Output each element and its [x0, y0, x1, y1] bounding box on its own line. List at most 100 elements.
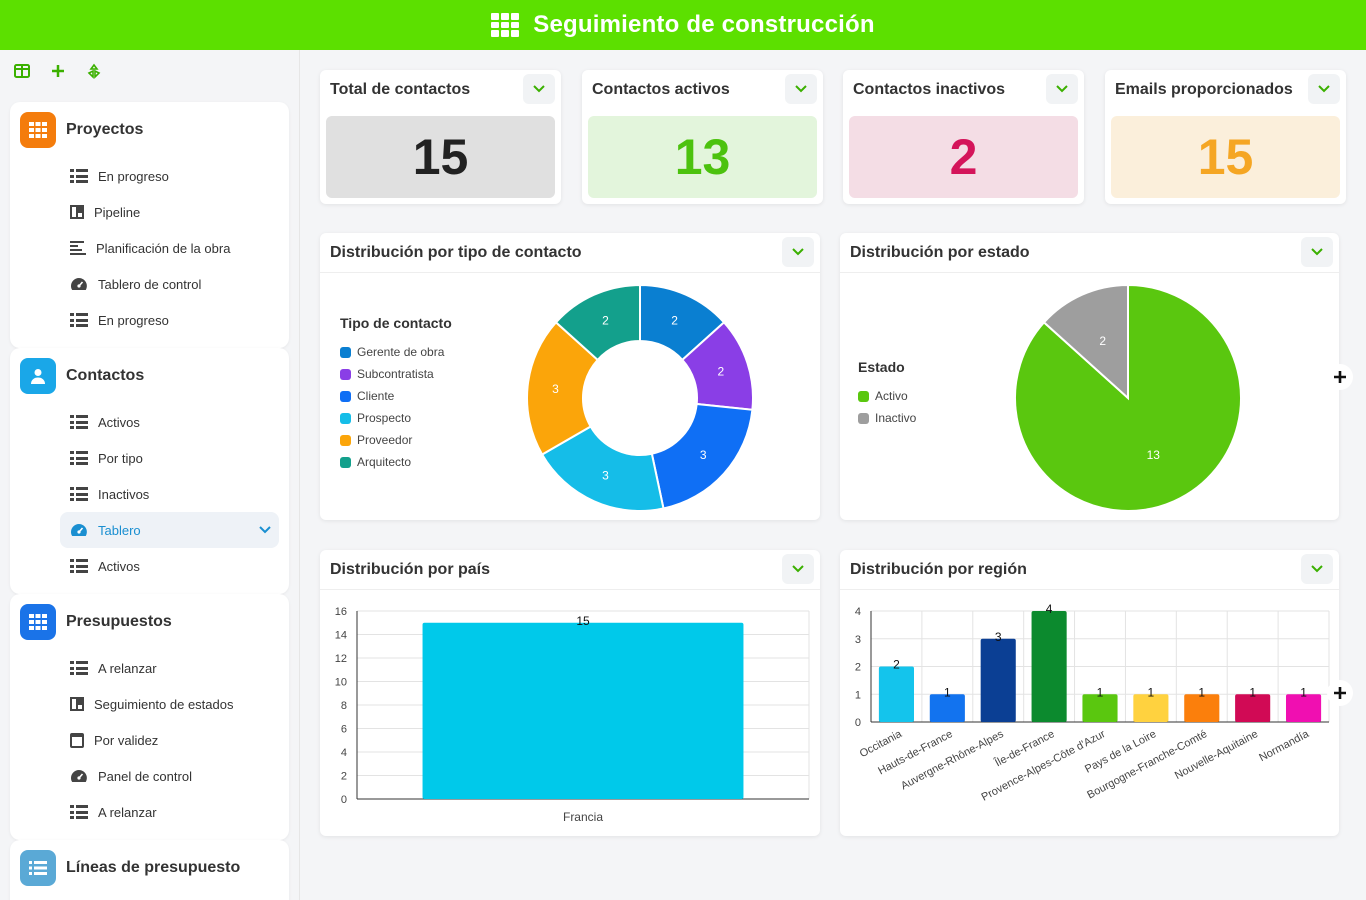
list-icon [70, 805, 88, 819]
y-tick-label: 4 [341, 747, 347, 759]
bar-value-label: 1 [1097, 685, 1104, 699]
bar[interactable] [422, 622, 744, 799]
legend-entry[interactable]: Subcontratista [340, 363, 452, 385]
sidebar-item[interactable]: Tablero [60, 512, 279, 548]
slice-value-label: 3 [552, 382, 559, 396]
legend-swatch [340, 412, 351, 424]
bar[interactable] [1235, 694, 1271, 722]
kpi-title: Emails proporcionados [1105, 70, 1346, 110]
pie-slice[interactable] [554, 283, 641, 362]
y-tick-label: 10 [335, 677, 347, 689]
list-icon [70, 313, 88, 327]
slice-value-label: 3 [602, 469, 609, 483]
sidebar-item[interactable]: A relanzar [10, 650, 289, 686]
kpi-menu-button[interactable] [785, 74, 817, 104]
chevron-down-icon [1311, 565, 1323, 573]
kpi-menu-button[interactable] [523, 74, 555, 104]
add-widget-button[interactable] [1327, 680, 1353, 706]
sidebar-item[interactable]: Seguimiento de estados [10, 686, 289, 722]
y-tick-label: 2 [341, 771, 347, 783]
kpi-menu-button[interactable] [1046, 74, 1078, 104]
sidebar-section-header[interactable]: Proyectos [10, 102, 289, 158]
kpi-title-text: Total de contactos [330, 81, 471, 98]
bar[interactable] [980, 638, 1016, 722]
user-icon [20, 358, 56, 394]
sidebar-item[interactable]: Activos [10, 404, 289, 440]
x-tick-label: Nouvelle-Aquitaine [1173, 728, 1260, 782]
bar[interactable] [1184, 694, 1220, 722]
sidebar-item[interactable]: Planificación de la obra [10, 230, 289, 266]
sidebar-section-0: Proyectos En progreso Pipeline Planificació… [10, 102, 289, 348]
legend-swatch [858, 390, 869, 402]
slice-value-label: 2 [717, 365, 724, 379]
panel-menu-button[interactable] [1301, 237, 1333, 267]
legend-entry[interactable]: Cliente [340, 385, 452, 407]
legend-entry[interactable]: Arquitecto [340, 451, 452, 473]
list-icon [20, 850, 56, 886]
legend-entry[interactable]: Prospecto [340, 407, 452, 429]
legend-estado: Estado Activo Inactivo [858, 359, 916, 429]
sidebar-section-header[interactable]: Líneas de presupuesto [10, 840, 289, 896]
bar[interactable] [1285, 694, 1322, 722]
sidebar-item[interactable]: Activos [10, 548, 289, 584]
list-icon [70, 661, 88, 675]
chevron-down-icon[interactable] [259, 522, 271, 537]
legend-entry[interactable]: Gerente de obra [340, 341, 452, 363]
legend-swatch [340, 456, 351, 468]
recycle-icon[interactable] [84, 61, 104, 81]
sidebar-item-label: Panel de control [98, 768, 192, 784]
add-widget-button[interactable] [1327, 364, 1353, 390]
sidebar-item[interactable]: Inactivos [10, 476, 289, 512]
chevron-down-icon [533, 85, 545, 93]
legend-label: Gerente de obra [357, 345, 445, 359]
kpi-value: 13 [588, 116, 817, 198]
bar[interactable] [1082, 694, 1118, 722]
sidebar-item-label: Por validez [94, 732, 159, 748]
grid-icon [20, 604, 56, 640]
add-icon[interactable] [48, 61, 68, 81]
sidebar-item[interactable]: Por tipo [10, 440, 289, 476]
pie-slice[interactable] [1042, 283, 1129, 401]
app-header: Seguimiento de construcción [0, 0, 1366, 50]
kpi-menu-button[interactable] [1308, 74, 1340, 104]
kpi-title: Total de contactos [320, 70, 561, 110]
sidebar-item[interactable]: Pipeline [10, 194, 289, 230]
sidebar-section-header[interactable]: Contactos [10, 348, 289, 404]
kpi-value: 15 [1111, 116, 1340, 198]
y-tick-label: 0 [855, 717, 861, 729]
sidebar-item[interactable]: Por validez [10, 722, 289, 758]
panel-menu-button[interactable] [782, 554, 814, 584]
slice-value-label: 2 [602, 313, 609, 327]
panel-menu-button[interactable] [782, 237, 814, 267]
pie-slice[interactable] [526, 320, 600, 456]
gauge-icon [70, 768, 88, 784]
legend-entry[interactable]: Activo [858, 385, 916, 407]
panel-menu-button[interactable] [1301, 554, 1333, 584]
legend-swatch [340, 390, 351, 402]
bar[interactable] [1031, 611, 1067, 722]
legend-label: Prospecto [357, 411, 412, 425]
bar[interactable] [878, 666, 915, 723]
bar[interactable] [929, 694, 965, 722]
sidebar-toolbar [0, 50, 299, 92]
sidebar-item[interactable]: Tablero de control [10, 266, 289, 302]
legend-label: Cliente [357, 389, 395, 403]
sidebar-item[interactable]: En progreso [10, 302, 289, 338]
legend-title: Tipo de contacto [340, 315, 452, 331]
slice-value-label: 3 [700, 448, 707, 462]
kpi-title-text: Contactos inactivos [853, 81, 1006, 98]
sidebar-item[interactable]: Panel de control [10, 758, 289, 794]
panel-region: Distribución por región 0 1 2 3 4 2 Occitania 1… [840, 550, 1339, 836]
sidebar-section-header[interactable]: Presupuestos [10, 594, 289, 650]
bar[interactable] [1133, 694, 1169, 722]
pie-slice[interactable] [650, 402, 754, 510]
sidebar-item-label: Pipeline [94, 204, 141, 220]
pie-slice[interactable] [540, 425, 665, 512]
legend-entry[interactable]: Proveedor [340, 429, 452, 451]
sidebar-item[interactable]: A relanzar [10, 794, 289, 830]
kpi-title: Contactos inactivos [843, 70, 1084, 110]
toggle-sidebar-icon[interactable] [12, 61, 32, 81]
legend-entry[interactable]: Inactivo [858, 407, 916, 429]
y-tick-label: 8 [341, 700, 347, 712]
sidebar-item[interactable]: En progreso [10, 158, 289, 194]
